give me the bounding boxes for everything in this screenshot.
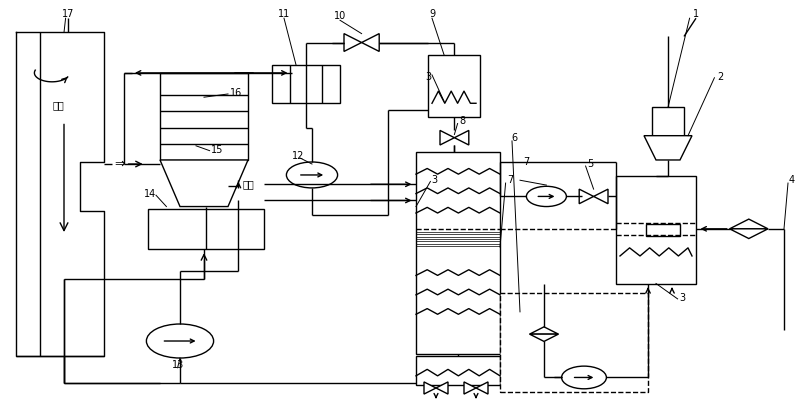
Polygon shape [436,382,448,394]
Polygon shape [530,327,558,334]
Bar [500,293,648,392]
Text: 15: 15 [211,145,224,155]
Polygon shape [579,189,594,204]
Text: 17: 17 [62,9,74,19]
Bar [646,224,680,236]
Circle shape [146,324,214,358]
Circle shape [526,186,566,207]
Bar [416,152,500,354]
Polygon shape [644,136,692,160]
Polygon shape [440,130,454,145]
Polygon shape [730,229,768,239]
Text: 7: 7 [523,157,530,167]
Text: 16: 16 [230,88,242,98]
Text: 6: 6 [511,133,518,143]
Bar [272,65,340,103]
Polygon shape [730,219,768,229]
Polygon shape [344,34,362,51]
Circle shape [562,366,606,389]
Bar [416,356,500,385]
Text: 3: 3 [431,175,438,185]
Bar [428,55,480,117]
Text: 14: 14 [144,190,157,199]
Polygon shape [476,382,488,394]
Text: 空气: 空气 [242,179,254,189]
Text: 9: 9 [429,9,435,19]
Text: 3: 3 [679,293,686,303]
Text: 3: 3 [425,72,431,82]
Bar [616,176,696,284]
Circle shape [286,162,338,188]
Polygon shape [464,382,476,394]
Bar [160,73,248,160]
Text: 13: 13 [171,360,184,369]
Text: 11: 11 [278,9,290,19]
Text: 8: 8 [459,117,466,126]
Polygon shape [454,130,469,145]
Polygon shape [594,189,608,204]
Polygon shape [530,334,558,341]
Text: 5: 5 [587,159,594,169]
Text: 12: 12 [292,151,305,161]
Text: ⇒: ⇒ [114,158,126,171]
Bar [652,107,684,136]
Polygon shape [424,382,436,394]
Text: 10: 10 [334,11,346,21]
Text: 7: 7 [507,175,514,185]
Text: 烟气: 烟气 [53,100,64,110]
Text: 2: 2 [717,72,723,82]
Polygon shape [362,34,379,51]
Bar [148,209,264,249]
Text: 1: 1 [693,9,699,19]
Polygon shape [160,160,248,207]
Text: 4: 4 [789,175,795,185]
